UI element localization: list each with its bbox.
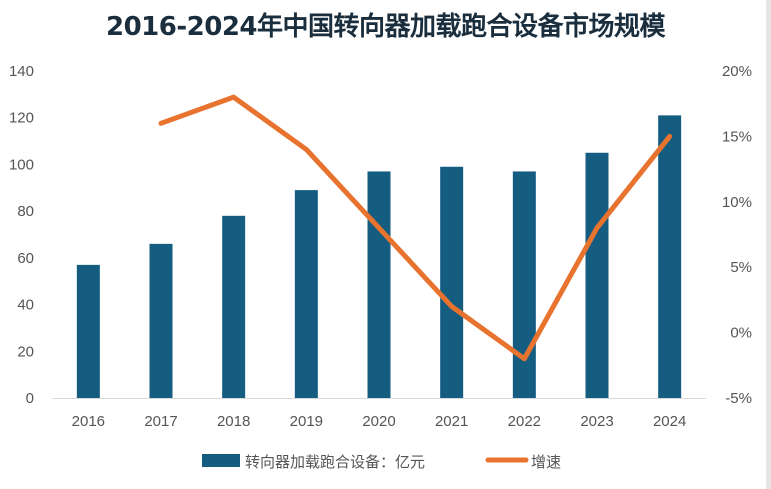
left-tick-label: 120 <box>9 110 34 127</box>
right-y-axis: -5% 0% 5% 10% 15% 20% <box>722 63 752 407</box>
x-tick-label: 2018 <box>217 413 250 430</box>
right-tick-label: 15% <box>722 128 752 145</box>
bar-2018 <box>222 215 246 398</box>
left-tick-label: 140 <box>9 63 34 80</box>
left-tick-label: 0 <box>26 390 34 407</box>
x-tick-label: 2021 <box>435 413 468 430</box>
left-tick-label: 40 <box>17 297 34 314</box>
growth-line <box>158 94 673 362</box>
left-tick-label: 80 <box>17 203 34 220</box>
x-tick-label: 2019 <box>290 413 323 430</box>
growth-line-group <box>158 94 673 362</box>
x-tick-label: 2022 <box>508 413 541 430</box>
bar-2016 <box>76 264 100 398</box>
x-axis: 2016 2017 2018 2019 2020 2021 2022 2023 2024 <box>72 413 687 430</box>
legend-line-label: 增速 <box>531 453 561 471</box>
bar-2022 <box>512 171 536 398</box>
bars-group <box>76 115 682 398</box>
right-tick-label: 10% <box>722 194 752 211</box>
x-tick-label: 2016 <box>72 413 105 430</box>
bar-2017 <box>149 243 173 398</box>
legend-bar-swatch <box>202 454 240 467</box>
right-tick-label: 20% <box>722 63 752 80</box>
bar-2020 <box>367 171 391 398</box>
bar-2021 <box>440 166 464 398</box>
right-tick-label: 5% <box>730 259 752 276</box>
bar-2023 <box>585 152 609 398</box>
left-tick-label: 100 <box>9 156 34 173</box>
x-tick-label: 2017 <box>144 413 177 430</box>
left-tick-label: 60 <box>17 250 34 267</box>
x-tick-label: 2020 <box>362 413 395 430</box>
right-tick-label: 0% <box>730 325 752 342</box>
right-edge-border <box>766 0 771 489</box>
right-tick-label: -5% <box>725 390 752 407</box>
chart-title: 2016-2024年中国转向器加载跑合设备市场规模 <box>105 12 666 42</box>
x-tick-label: 2024 <box>653 413 686 430</box>
x-tick-label: 2023 <box>580 413 613 430</box>
legend-bar-label: 转向器加载跑合设备：亿元 <box>245 453 425 471</box>
left-tick-label: 20 <box>17 343 34 360</box>
legend: 转向器加载跑合设备：亿元 增速 <box>202 453 561 471</box>
left-y-axis: 0 20 40 60 80 100 120 140 <box>9 63 34 407</box>
bar-2019 <box>294 190 318 398</box>
bar-2024 <box>658 115 682 398</box>
